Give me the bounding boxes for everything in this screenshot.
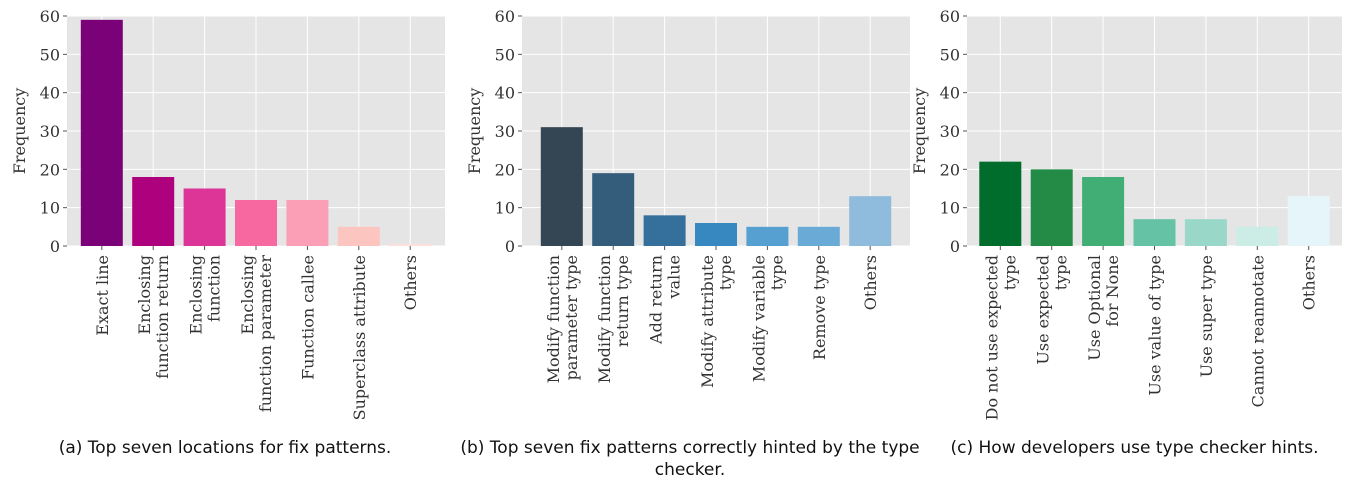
x-tick-label: Enclosing — [187, 255, 206, 335]
x-tick-label: parameter type — [562, 255, 581, 380]
bar — [797, 226, 840, 246]
x-tick-label: function parameter — [256, 255, 275, 413]
x-tick-label: Do not use expected — [982, 255, 1001, 420]
y-tick-label: 0 — [50, 237, 60, 256]
y-tick-label: 10 — [40, 199, 60, 218]
x-tick-label: function — [205, 255, 224, 322]
bar — [389, 244, 432, 246]
x-tick-label: type — [1000, 255, 1019, 290]
bar — [746, 226, 789, 246]
x-tick-label: Modify variable — [749, 255, 768, 382]
bar — [1030, 169, 1073, 246]
bar — [286, 200, 329, 246]
bar — [1184, 219, 1227, 246]
y-tick-label: 0 — [950, 237, 960, 256]
bar — [849, 196, 892, 246]
x-tick-label: Remove type — [810, 255, 829, 360]
bar — [80, 19, 123, 247]
y-tick-label: 30 — [40, 122, 60, 141]
bar — [695, 223, 737, 246]
x-tick-label: Modify attribute — [698, 255, 717, 388]
y-tick-label: 10 — [940, 199, 960, 218]
chart-panel-3: 0 10 20 30 40 50 60 Frequency Do not use expecte… — [910, 7, 1342, 420]
x-tick-label: Modify function — [544, 255, 563, 383]
chart-panel-1: 0 10 20 30 40 50 60 Frequency Exact line Enclosin… — [10, 7, 445, 420]
x-tick-label: return type — [613, 255, 632, 347]
x-tick-label: Others — [861, 255, 880, 310]
y-tick-label: 0 — [505, 237, 515, 256]
x-tick-label: function return — [153, 255, 172, 379]
x-tick-label: value — [665, 255, 684, 299]
bar — [1236, 226, 1279, 246]
x-tick-label: Modify function — [595, 255, 614, 383]
x-tick-label: type — [767, 255, 786, 290]
x-tick-label: type — [716, 255, 735, 290]
bar — [132, 177, 175, 246]
caption-c: (c) How developers use type checker hint… — [950, 438, 1319, 458]
x-tick-label: Cannot reannotate — [1248, 255, 1267, 407]
y-tick-label: 40 — [40, 84, 60, 103]
y-tick-label: 40 — [495, 84, 515, 103]
y-tick-label: 60 — [940, 7, 960, 26]
caption-b: (b) Top seven fix patterns correctly hin… — [460, 438, 920, 480]
y-tick-label: 50 — [940, 45, 960, 64]
y-axis-label: Frequency — [910, 88, 929, 175]
bar — [540, 127, 583, 246]
y-tick-label: 60 — [40, 7, 60, 26]
bar — [183, 188, 226, 246]
y-tick-label: 20 — [495, 160, 515, 179]
x-tick-label: Enclosing — [238, 255, 257, 335]
x-tick-label: Add return — [647, 255, 666, 345]
bar — [235, 200, 277, 246]
bar — [979, 161, 1022, 246]
bar — [1133, 219, 1176, 246]
x-tick-label: Superclass attribute — [350, 255, 369, 420]
y-tick-label: 50 — [495, 45, 515, 64]
bar — [1082, 177, 1125, 246]
y-tick-label: 20 — [40, 160, 60, 179]
x-tick-label: Use Optional — [1085, 255, 1104, 361]
x-tick-label: type — [1052, 255, 1071, 290]
x-tick-label: Enclosing — [135, 255, 154, 335]
bar — [337, 226, 380, 246]
y-tick-label: 30 — [940, 122, 960, 141]
y-tick-label: 20 — [940, 160, 960, 179]
y-axis-label: Frequency — [465, 88, 484, 175]
x-tick-label: Use expected — [1034, 255, 1053, 365]
y-tick-label: 40 — [940, 84, 960, 103]
bar — [592, 173, 635, 246]
y-tick-label: 10 — [495, 199, 515, 218]
bar — [1287, 196, 1330, 246]
x-tick-label: Exact line — [93, 255, 112, 336]
y-tick-label: 60 — [495, 7, 515, 26]
bar — [643, 215, 686, 246]
x-tick-label: Function callee — [298, 255, 317, 380]
caption-a: (a) Top seven locations for fix patterns… — [58, 438, 392, 458]
x-tick-label: for None — [1103, 255, 1122, 327]
y-axis-label: Frequency — [10, 88, 29, 175]
x-tick-label: Use super type — [1197, 255, 1216, 377]
x-tick-label: Others — [1300, 255, 1319, 310]
y-tick-label: 30 — [495, 122, 515, 141]
x-tick-label: Others — [401, 255, 420, 310]
y-tick-label: 50 — [40, 45, 60, 64]
x-tick-label: Use value of type — [1146, 255, 1165, 396]
